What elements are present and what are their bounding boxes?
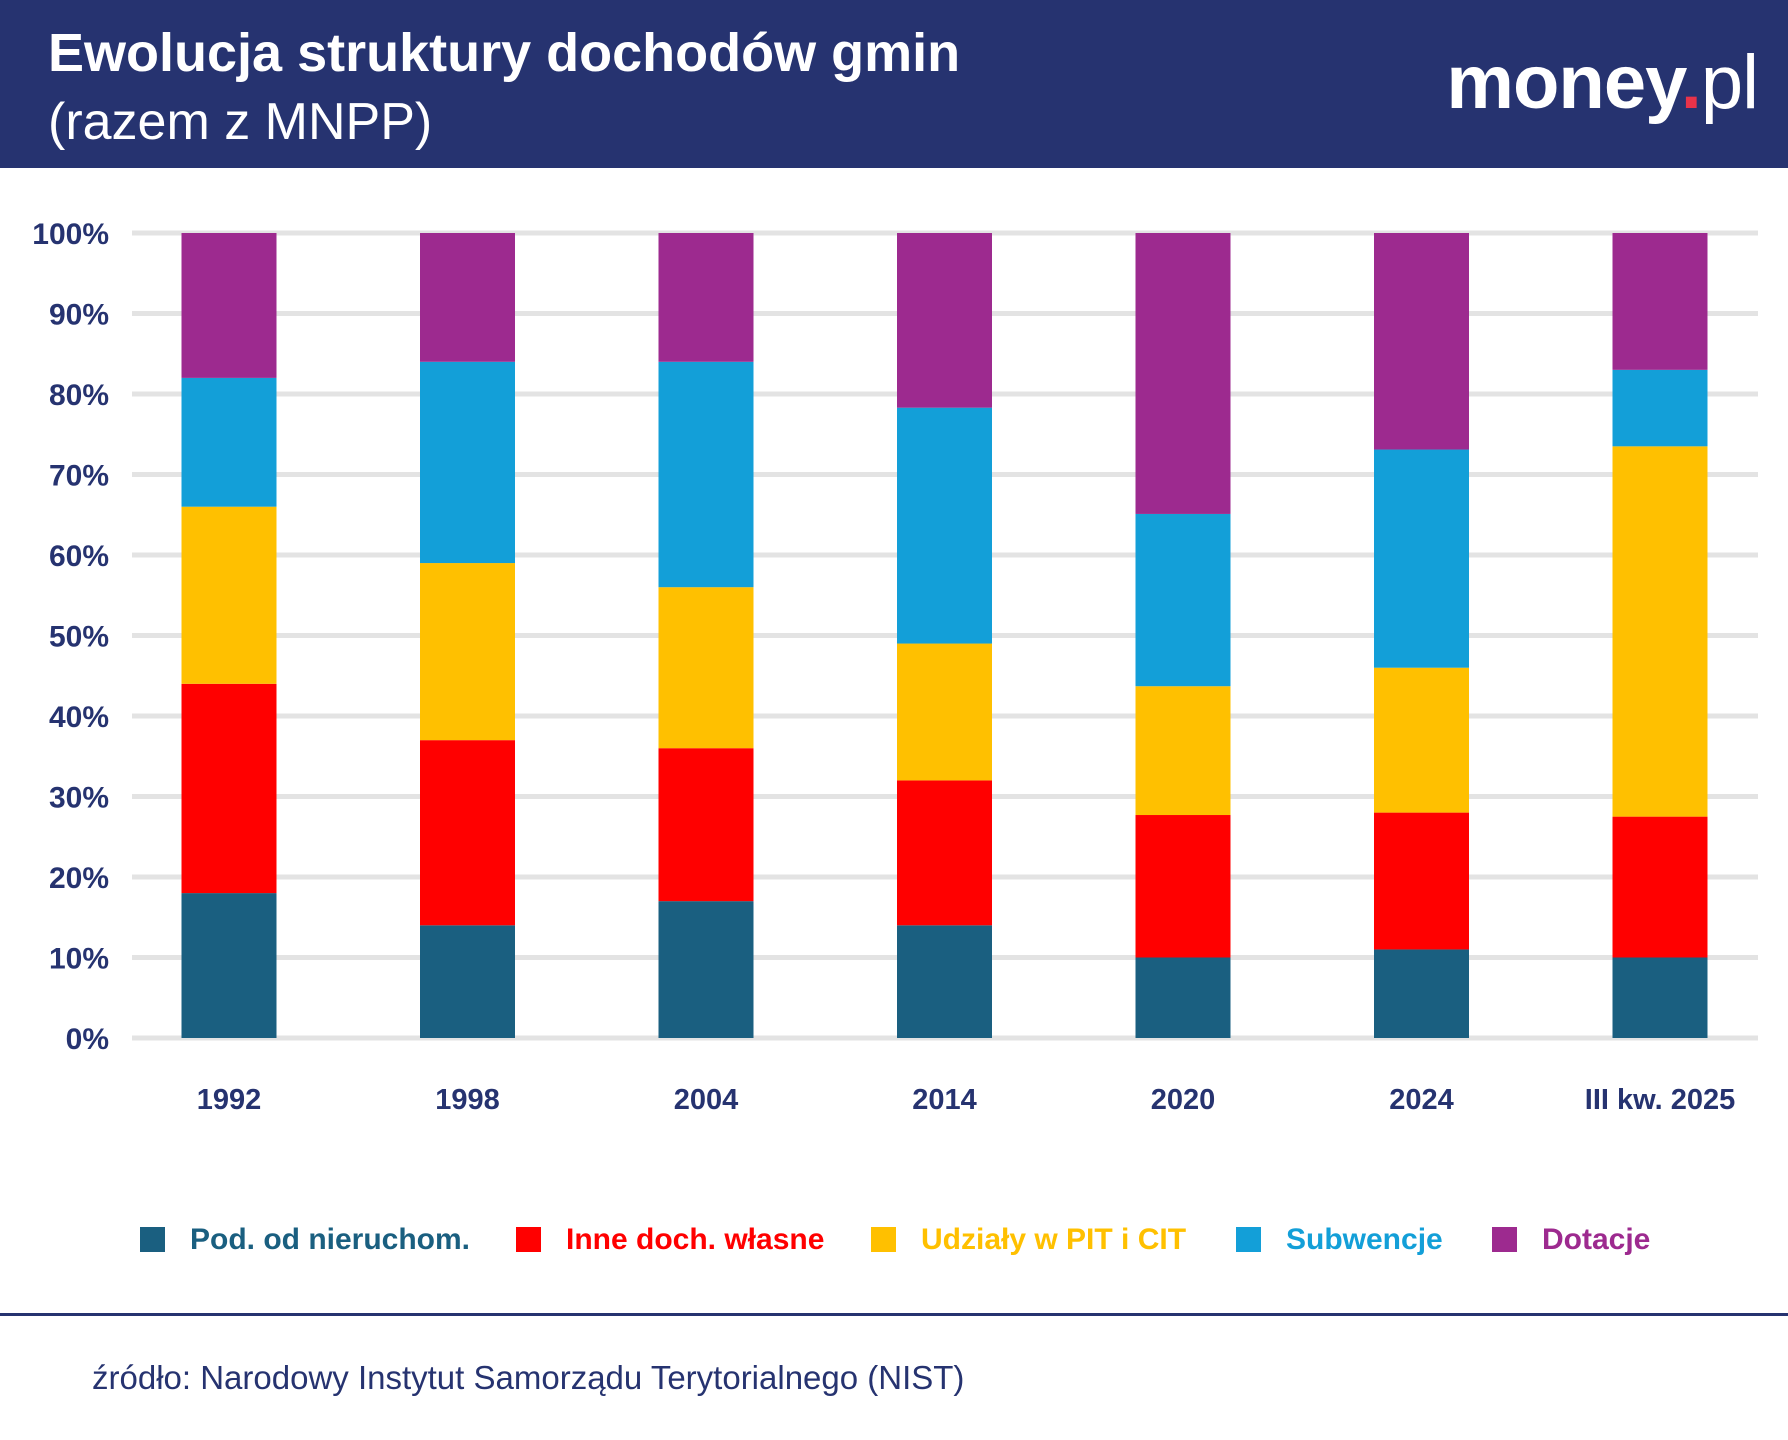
bar-segment <box>897 233 992 408</box>
y-tick-label: 90% <box>49 299 109 332</box>
bar-segment <box>181 893 277 1038</box>
chart-legend: Pod. od nieruchom. Inne doch. własne Udzia… <box>0 1218 1788 1262</box>
x-tick-label: 1992 <box>197 1084 262 1116</box>
bar-segment <box>1135 815 1231 958</box>
legend-label: Dotacje <box>1542 1223 1651 1256</box>
bar-segment <box>1612 369 1708 447</box>
y-tick-label: 80% <box>49 379 109 412</box>
bar-segment <box>1612 233 1708 370</box>
y-tick-label: 20% <box>49 862 109 895</box>
legend-label: Udziały w PIT i CIT <box>921 1223 1187 1256</box>
bar-segment <box>897 407 992 644</box>
bar-segment <box>1612 957 1708 1038</box>
bar-segment <box>420 563 515 741</box>
legend-swatch <box>1492 1227 1517 1252</box>
y-tick-label: 0% <box>66 1023 109 1056</box>
y-tick-label: 10% <box>49 943 109 976</box>
bar-segment <box>420 925 515 1038</box>
legend-swatch <box>1236 1227 1261 1252</box>
bar-segment <box>897 925 992 1038</box>
x-tick-label: 2014 <box>912 1084 977 1116</box>
bar-segment <box>897 643 992 781</box>
bar-segment <box>897 780 992 926</box>
x-tick-label: 2020 <box>1151 1084 1216 1116</box>
logo-tld: pl <box>1700 40 1759 125</box>
source-note: źródło: Narodowy Instytut Samorządu Tery… <box>92 1359 965 1396</box>
bar-segment <box>1374 233 1469 450</box>
bar-segment <box>1135 513 1231 687</box>
bar-segment <box>658 748 754 902</box>
y-tick-label: 70% <box>49 460 109 493</box>
bar-segment <box>658 901 754 1038</box>
bar-segment <box>181 233 277 378</box>
x-tick-label: 2024 <box>1389 1084 1454 1116</box>
legend-swatch <box>871 1227 896 1252</box>
stacked-bar-chart: 0% 10% 20% 30% 40% 50% 60% 70% 80% 90% 100% 1992 199… <box>32 218 1758 1116</box>
y-tick-label: 50% <box>49 621 109 654</box>
bar-segment <box>420 361 515 564</box>
x-tick-label: III kw. 2025 <box>1585 1084 1735 1116</box>
bar-segment <box>1612 816 1708 958</box>
bar-segment <box>1135 233 1231 514</box>
bar-segment <box>181 506 277 684</box>
bar-segment <box>658 587 754 749</box>
bar-segment <box>1135 686 1231 816</box>
bar-segment <box>420 740 515 926</box>
money-pl-logo[interactable]: money.pl <box>1446 40 1759 126</box>
logo-brand: money <box>1446 40 1681 125</box>
footer-divider <box>0 1313 1788 1316</box>
bar-segment <box>420 233 515 362</box>
bar-segment <box>1612 446 1708 817</box>
chart-subtitle: (razem z MNPP) <box>48 93 433 151</box>
y-tick-label: 100% <box>32 218 109 251</box>
bar-segment <box>658 233 754 362</box>
bar-segment <box>658 361 754 588</box>
legend-label: Subwencje <box>1286 1223 1443 1256</box>
legend-label: Inne doch. własne <box>566 1223 825 1256</box>
logo-dot: . <box>1680 40 1702 125</box>
y-tick-label: 40% <box>49 701 109 734</box>
y-tick-label: 30% <box>49 782 109 815</box>
legend-swatch <box>140 1227 165 1252</box>
bar-segment <box>1374 812 1469 950</box>
header-banner: Ewolucja struktury dochodów gmin (razem … <box>0 0 1788 168</box>
chart-title: Ewolucja struktury dochodów gmin <box>48 23 961 83</box>
bar-segment <box>181 683 277 894</box>
bar-segment <box>1135 957 1231 1038</box>
x-tick-label: 2004 <box>674 1084 739 1116</box>
legend-label: Pod. od nieruchom. <box>190 1223 471 1256</box>
y-tick-label: 60% <box>49 540 109 573</box>
bar-segment <box>1374 667 1469 813</box>
bar-segment <box>181 377 277 507</box>
x-tick-label: 1998 <box>435 1084 500 1116</box>
legend-swatch <box>516 1227 541 1252</box>
bar-segment <box>1374 949 1469 1038</box>
bar-segment <box>1374 449 1469 668</box>
